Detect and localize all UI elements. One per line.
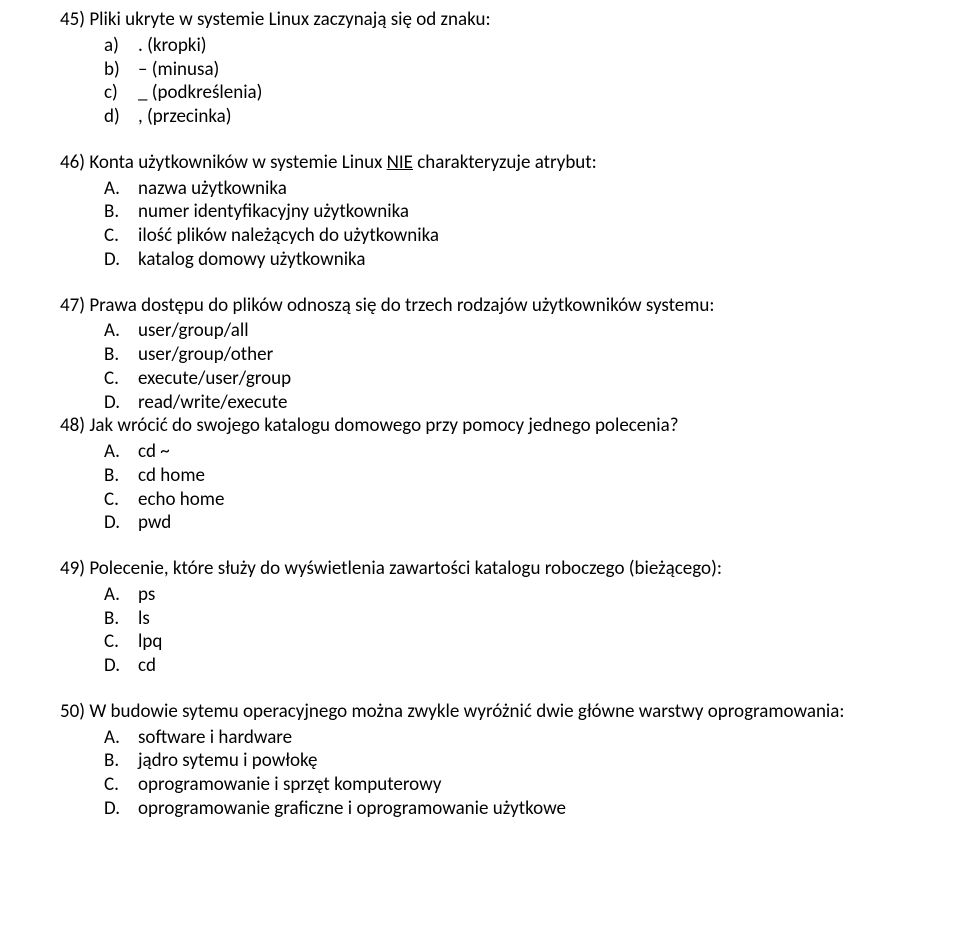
question-50: 50) W budowie sytemu operacyjnego można … <box>60 700 900 821</box>
option-text: read/write/execute <box>138 391 287 415</box>
q46-suffix: charakteryzuje atrybut: <box>413 151 597 174</box>
question-49-options: A. ps B. ls C. lpq D. cd <box>60 583 900 678</box>
option: C. execute/user/group <box>104 367 900 391</box>
question-47-text: 47) Prawa dostępu do plików odnoszą się … <box>60 294 900 318</box>
question-47-48: 47) Prawa dostępu do plików odnoszą się … <box>60 294 900 536</box>
option-text: . (kropki) <box>138 34 207 58</box>
option-letter: A. <box>104 726 138 750</box>
question-49: 49) Polecenie, które służy do wyświetlen… <box>60 557 900 678</box>
question-50-options: A. software i hardware B. jądro sytemu i… <box>60 726 900 821</box>
option-letter: D. <box>104 511 138 535</box>
option: A. cd ~ <box>104 440 900 464</box>
option: C. oprogramowanie i sprzęt komputerowy <box>104 773 900 797</box>
option-letter: C. <box>104 224 138 248</box>
question-46: 46) Konta użytkowników w systemie Linux … <box>60 151 900 272</box>
option-letter: B. <box>104 343 138 367</box>
option: B. jądro sytemu i powłokę <box>104 749 900 773</box>
option-text: numer identyfikacyjny użytkownika <box>138 200 409 224</box>
q46-underlined: NIE <box>387 151 413 174</box>
option-letter: B. <box>104 200 138 224</box>
option: D. katalog domowy użytkownika <box>104 248 900 272</box>
option-letter: d) <box>104 105 138 129</box>
option-letter: D. <box>104 391 138 415</box>
question-46-options: A. nazwa użytkownika B. numer identyfika… <box>60 177 900 272</box>
option-text: jądro sytemu i powłokę <box>138 749 317 773</box>
option: D. pwd <box>104 511 900 535</box>
option-letter: B. <box>104 749 138 773</box>
option-letter: C. <box>104 367 138 391</box>
option-letter: A. <box>104 440 138 464</box>
option-text: pwd <box>138 511 171 535</box>
option-text: echo home <box>138 488 224 512</box>
option-letter: c) <box>104 81 138 105</box>
question-47-options: A. user/group/all B. user/group/other C.… <box>60 319 900 414</box>
question-45: 45) Pliki ukryte w systemie Linux zaczyn… <box>60 8 900 129</box>
option-letter: A. <box>104 583 138 607</box>
option: A. user/group/all <box>104 319 900 343</box>
option-text: ps <box>138 583 155 607</box>
option-letter: D. <box>104 654 138 678</box>
question-48-text: 48) Jak wrócić do swojego katalogu domow… <box>60 414 900 438</box>
document-page: 45) Pliki ukryte w systemie Linux zaczyn… <box>0 0 960 861</box>
option: C. echo home <box>104 488 900 512</box>
option: A. ps <box>104 583 900 607</box>
question-45-options: a) . (kropki) b) – (minusa) c) _ (podkre… <box>60 34 900 129</box>
option-text: ls <box>138 607 150 631</box>
q46-prefix: 46) Konta użytkowników w systemie Linux <box>60 151 387 174</box>
option: D. oprogramowanie graficzne i oprogramow… <box>104 797 900 821</box>
option: D. cd <box>104 654 900 678</box>
option-letter: B. <box>104 464 138 488</box>
option-text: user/group/all <box>138 319 249 343</box>
option: C. ilość plików należących do użytkownik… <box>104 224 900 248</box>
option: b) – (minusa) <box>104 58 900 82</box>
option: A. software i hardware <box>104 726 900 750</box>
option: d) , (przecinka) <box>104 105 900 129</box>
option-text: – (minusa) <box>138 58 219 82</box>
option-text: , (przecinka) <box>138 105 232 129</box>
option-text: user/group/other <box>138 343 273 367</box>
option: B. user/group/other <box>104 343 900 367</box>
question-48-options: A. cd ~ B. cd home C. echo home D. pwd <box>60 440 900 535</box>
option-text: lpq <box>138 630 162 654</box>
question-50-text: 50) W budowie sytemu operacyjnego można … <box>60 700 900 724</box>
option-letter: A. <box>104 319 138 343</box>
option-text: cd ~ <box>138 440 170 464</box>
option: a) . (kropki) <box>104 34 900 58</box>
option: A. nazwa użytkownika <box>104 177 900 201</box>
option-letter: a) <box>104 34 138 58</box>
option: B. cd home <box>104 464 900 488</box>
option-text: _ (podkreślenia) <box>138 81 262 105</box>
option-letter: D. <box>104 797 138 821</box>
option-letter: b) <box>104 58 138 82</box>
option: B. numer identyfikacyjny użytkownika <box>104 200 900 224</box>
option: B. ls <box>104 607 900 631</box>
option-letter: C. <box>104 773 138 797</box>
option-text: oprogramowanie graficzne i oprogramowani… <box>138 797 566 821</box>
option-text: cd <box>138 654 156 678</box>
option-letter: D. <box>104 248 138 272</box>
question-46-text: 46) Konta użytkowników w systemie Linux … <box>60 151 900 175</box>
option: c) _ (podkreślenia) <box>104 81 900 105</box>
option-text: katalog domowy użytkownika <box>138 248 365 272</box>
option-letter: A. <box>104 177 138 201</box>
option-letter: C. <box>104 630 138 654</box>
option: C. lpq <box>104 630 900 654</box>
option: D. read/write/execute <box>104 391 900 415</box>
option-text: nazwa użytkownika <box>138 177 287 201</box>
option-text: software i hardware <box>138 726 292 750</box>
option-letter: B. <box>104 607 138 631</box>
option-text: oprogramowanie i sprzęt komputerowy <box>138 773 441 797</box>
option-text: execute/user/group <box>138 367 291 391</box>
option-letter: C. <box>104 488 138 512</box>
question-49-text: 49) Polecenie, które służy do wyświetlen… <box>60 557 900 581</box>
question-45-text: 45) Pliki ukryte w systemie Linux zaczyn… <box>60 8 900 32</box>
option-text: cd home <box>138 464 205 488</box>
option-text: ilość plików należących do użytkownika <box>138 224 439 248</box>
